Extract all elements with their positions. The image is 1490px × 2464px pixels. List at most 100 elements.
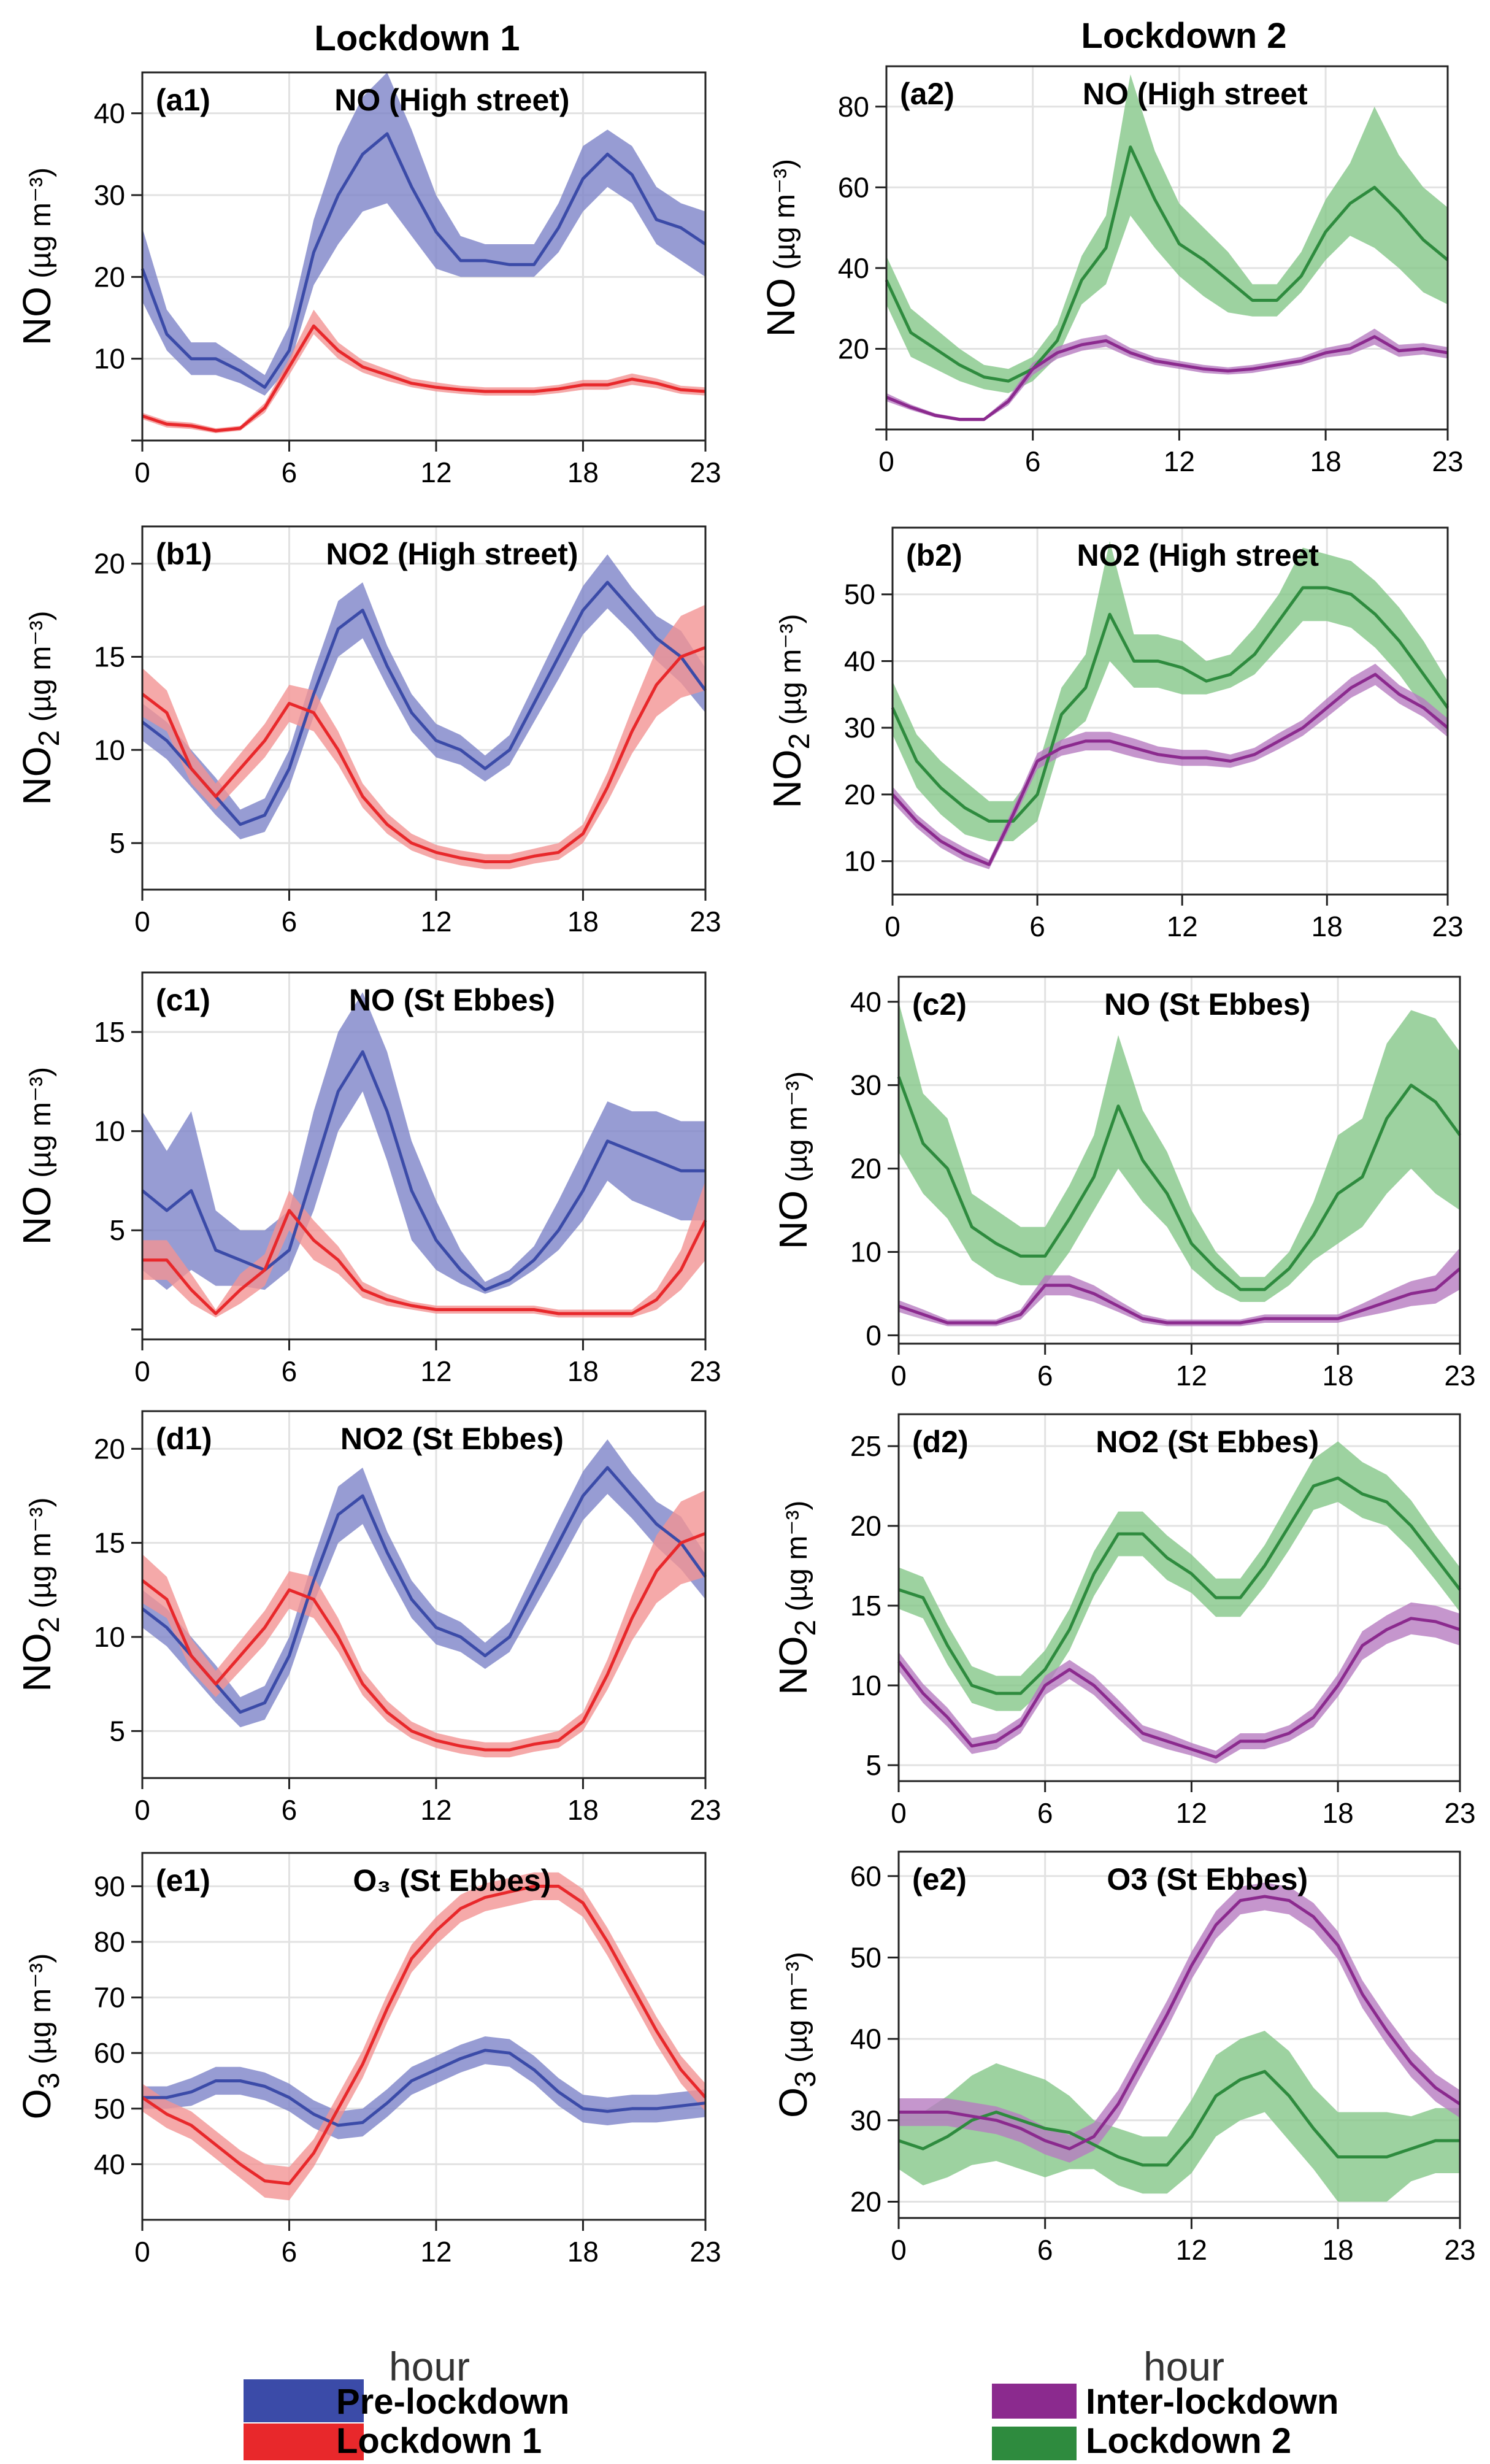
x-tick-label: 12 bbox=[420, 456, 451, 488]
band-l2 bbox=[886, 74, 1448, 393]
y-tick-label: 10 bbox=[850, 1236, 881, 1268]
y-axis-label: NO2 (µg m⁻³) bbox=[771, 1501, 822, 1695]
panel-title: NO2 (St Ebbes) bbox=[340, 1422, 564, 1456]
y-axis-label: O3 (µg m⁻³) bbox=[771, 1952, 822, 2118]
chart-panels: 0 6 12 18 23 10 20 30 40 (a1) NO (High street) NO (… bbox=[15, 65, 1476, 2268]
plot-frame bbox=[141, 1410, 707, 1779]
x-tick-label: 23 bbox=[689, 906, 721, 937]
x-tick-label: 18 bbox=[567, 1794, 599, 1826]
panel-label: (a2) bbox=[900, 77, 954, 111]
y-tick-label: 30 bbox=[850, 2104, 881, 2136]
y-axis-label: NO2 (µg m⁻³) bbox=[765, 614, 816, 809]
y-axis-label: NO (µg m⁻³) bbox=[15, 1067, 59, 1245]
line-l1 bbox=[141, 1884, 707, 2185]
x-tick-label: 6 bbox=[282, 2236, 298, 2268]
plot-frame bbox=[885, 65, 1449, 431]
panel-title: O₃ (St Ebbes) bbox=[353, 1863, 551, 1898]
x-tick-label: 12 bbox=[420, 2236, 451, 2268]
y-tick-label: 20 bbox=[844, 779, 875, 810]
plot-frame bbox=[141, 971, 707, 1341]
panel-title: NO2 (High street bbox=[1077, 538, 1319, 572]
plot-frame bbox=[141, 525, 707, 891]
x-tick-label: 23 bbox=[689, 1794, 721, 1826]
band-inter bbox=[899, 1602, 1460, 1764]
x-tick-label: 23 bbox=[1444, 1797, 1475, 1829]
y-tick-label: 50 bbox=[844, 579, 875, 610]
legend-swatch-lockdown-1 bbox=[244, 2424, 364, 2460]
y-tick-label: 10 bbox=[94, 343, 125, 375]
band-l1 bbox=[142, 1180, 705, 1318]
plot-frame bbox=[897, 1850, 1461, 2219]
y-tick-label: 5 bbox=[109, 827, 125, 859]
y-tick-label: 5 bbox=[109, 1715, 125, 1747]
plot-frame bbox=[897, 976, 1461, 1345]
band-pre bbox=[142, 1439, 705, 1728]
y-tick-label: 5 bbox=[866, 1749, 881, 1781]
legend-swatch-inter-lockdown bbox=[992, 2384, 1077, 2419]
legend-label-lockdown-1: Lockdown 1 bbox=[336, 2421, 542, 2461]
x-tick-label: 6 bbox=[1029, 911, 1045, 942]
y-tick-label: 40 bbox=[94, 2148, 125, 2180]
panel-label: (c2) bbox=[912, 987, 967, 1022]
x-tick-label: 12 bbox=[420, 1794, 451, 1826]
panel-label: (e2) bbox=[912, 1862, 967, 1896]
x-tick-label: 18 bbox=[567, 2236, 599, 2268]
line-l2 bbox=[898, 2069, 1460, 2167]
x-axis-label-left: hour bbox=[389, 2344, 470, 2389]
x-tick-label: 18 bbox=[1323, 1360, 1354, 1392]
y-tick-label: 30 bbox=[844, 712, 875, 744]
line-pre bbox=[142, 2049, 706, 2127]
y-tick-label: 15 bbox=[94, 641, 125, 673]
column-title-lockdown-2: Lockdown 2 bbox=[1081, 16, 1286, 56]
line-l1 bbox=[141, 1531, 706, 1752]
legend-label-pre-lockdown: Pre-lockdown bbox=[336, 2382, 569, 2422]
x-tick-label: 0 bbox=[134, 906, 150, 937]
y-tick-label: 15 bbox=[850, 1590, 881, 1622]
panel-label: (e1) bbox=[156, 1863, 210, 1898]
panel-d1: 0 6 12 18 23 5 10 15 20 (d1) NO2 (St Ebbes) NO2 (µg… bbox=[15, 1410, 721, 1826]
x-tick-label: 6 bbox=[1037, 1360, 1053, 1392]
x-tick-label: 18 bbox=[567, 906, 599, 937]
y-tick-label: 40 bbox=[850, 2023, 881, 2055]
legend-swatch-pre-lockdown bbox=[244, 2379, 364, 2422]
y-tick-label: 20 bbox=[94, 1433, 125, 1465]
legend-label-inter-lockdown: Inter-lockdown bbox=[1086, 2382, 1338, 2422]
panel-c1: 0 6 12 18 23 5 10 15 (c1) NO (St Ebbes) NO (µg m⁻³… bbox=[15, 971, 721, 1387]
x-tick-label: 0 bbox=[134, 1355, 150, 1387]
x-tick-label: 0 bbox=[891, 1797, 907, 1829]
line-pre bbox=[141, 580, 707, 826]
y-tick-label: 80 bbox=[838, 91, 869, 123]
line-l1 bbox=[141, 645, 706, 863]
line-inter bbox=[898, 1267, 1461, 1325]
y-tick-label: 10 bbox=[94, 734, 125, 766]
x-tick-label: 6 bbox=[1037, 2234, 1053, 2266]
band-l2 bbox=[893, 541, 1448, 841]
band-pre bbox=[142, 554, 705, 839]
band-inter bbox=[893, 663, 1448, 869]
y-tick-label: 20 bbox=[850, 1510, 881, 1542]
y-axis-label: O3 (µg m⁻³) bbox=[15, 1954, 66, 2120]
panel-a2: 0 6 12 18 23 20 40 60 80 (a2) NO (High street NO (µ… bbox=[759, 65, 1464, 477]
x-tick-label: 18 bbox=[567, 1355, 599, 1387]
y-axis-label: NO (µg m⁻³) bbox=[15, 167, 59, 345]
panel-e1: 0 6 12 18 23 40 50 60 70 80 90 (e1) O₃ (St Ebbes) O3 … bbox=[15, 1852, 721, 2268]
y-tick-label: 20 bbox=[94, 261, 125, 293]
y-tick-label: 40 bbox=[844, 645, 875, 677]
x-tick-label: 6 bbox=[282, 456, 298, 488]
line-l1 bbox=[142, 1209, 707, 1315]
y-tick-label: 25 bbox=[850, 1430, 881, 1462]
plot-frame bbox=[141, 1852, 707, 2221]
panel-label: (d1) bbox=[156, 1422, 212, 1456]
x-tick-label: 18 bbox=[1310, 445, 1342, 477]
panel-d2: 0 6 12 18 23 5 10 15 20 25 (d2) NO2 (St Ebbes) NO2 (… bbox=[771, 1413, 1476, 1829]
line-l2 bbox=[897, 1076, 1462, 1292]
band-l1 bbox=[142, 1872, 705, 2201]
y-tick-label: 30 bbox=[850, 1069, 881, 1101]
y-tick-label: 5 bbox=[109, 1214, 125, 1246]
panel-label: (d2) bbox=[912, 1425, 969, 1459]
panel-title: NO (St Ebbes) bbox=[349, 983, 555, 1017]
y-tick-label: 10 bbox=[850, 1669, 881, 1701]
panel-label: (b1) bbox=[156, 537, 212, 571]
band-l2 bbox=[899, 1441, 1460, 1711]
x-tick-label: 0 bbox=[134, 1794, 150, 1826]
